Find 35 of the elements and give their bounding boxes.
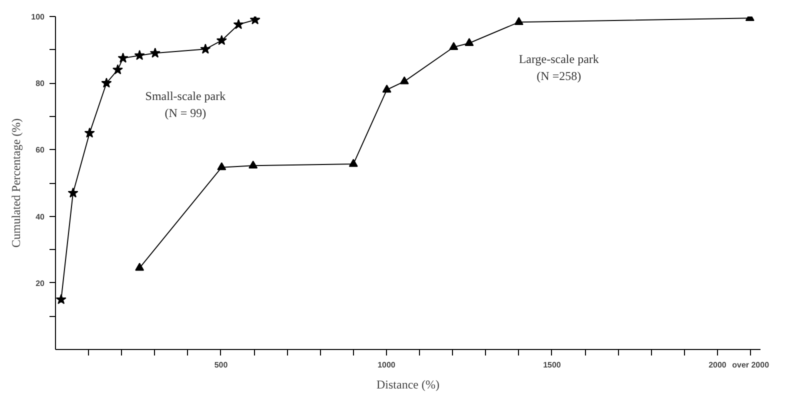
point (84, 128, 95, 138)
x-tick-label: 1000 (378, 360, 396, 370)
y-tick-label: 60 (36, 146, 46, 155)
point (118, 52, 128, 63)
point (400, 76, 409, 84)
point (248, 160, 258, 168)
x-axis-title: Distance (%) (376, 378, 440, 392)
point (464, 38, 474, 46)
point (250, 16, 260, 24)
x-tick-label: over 2000 (732, 360, 770, 370)
point (101, 78, 112, 88)
x-tick-label: 1500 (543, 360, 562, 370)
x-tick-label: 2000 (708, 360, 727, 370)
point (150, 48, 160, 58)
point (217, 162, 226, 170)
point (514, 17, 524, 25)
point (216, 34, 227, 46)
y-tick-label: 20 (36, 278, 46, 288)
y-tick-label: 100 (31, 12, 46, 22)
point (449, 42, 458, 50)
point (112, 64, 123, 74)
y-axis-title: Cumulated Percentage (%) (9, 118, 24, 248)
x-tick-label: 500 (214, 360, 228, 370)
point (135, 262, 144, 271)
text: Small-scale park (N = 99) (145, 89, 226, 120)
text: Large-scale park (N =258) (518, 52, 599, 83)
point (200, 44, 211, 54)
point (382, 84, 392, 93)
point (233, 18, 244, 30)
point (68, 187, 78, 198)
point (348, 158, 358, 167)
y-tick-label: 40 (36, 212, 46, 222)
y-tick-label: 80 (36, 79, 46, 88)
point (134, 50, 145, 60)
point (56, 294, 66, 304)
